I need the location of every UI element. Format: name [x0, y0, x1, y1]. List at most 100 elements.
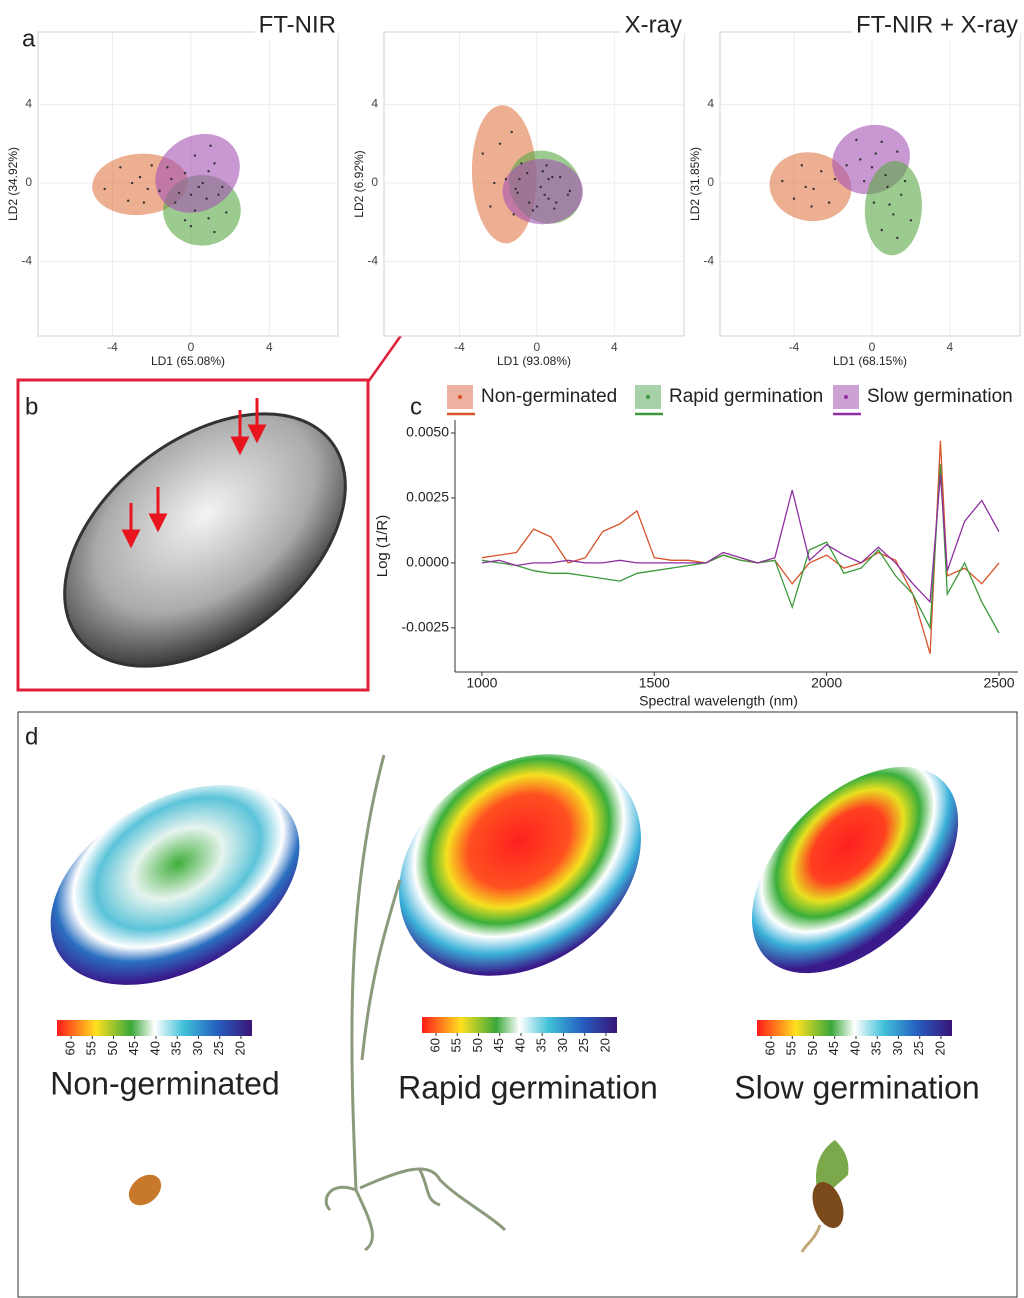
- seed-xray: [63, 412, 347, 668]
- sprout: [800, 1140, 849, 1253]
- x-tick-label: -4: [789, 340, 800, 354]
- confidence-ellipse: [502, 158, 583, 225]
- point: [800, 164, 804, 167]
- colorbar-tick-label: 35: [169, 1041, 184, 1055]
- colorbar-tick-label: 35: [869, 1041, 884, 1055]
- point: [903, 179, 907, 183]
- colorbar-tick-label: 25: [576, 1038, 591, 1052]
- colorbar-tick-label: 40: [147, 1041, 162, 1055]
- chart-title: FT-NIR: [259, 11, 336, 38]
- colorbar-tick-label: 30: [190, 1041, 205, 1055]
- point: [119, 166, 122, 169]
- point: [833, 177, 837, 181]
- panel-label: b: [25, 393, 38, 420]
- point: [504, 177, 508, 181]
- point: [880, 228, 883, 232]
- seed-photo: [128, 1174, 162, 1206]
- x-tick-label: 2000: [811, 675, 842, 691]
- point: [225, 211, 228, 214]
- point: [158, 189, 161, 193]
- point: [545, 164, 548, 167]
- y-tick-label: -0.0025: [402, 619, 450, 635]
- colorbar-tick-label: 30: [555, 1038, 570, 1052]
- point: [543, 193, 546, 196]
- point: [197, 185, 200, 189]
- confidence-ellipse: [155, 133, 240, 213]
- y-tick-label: 0.0000: [406, 554, 449, 570]
- point: [781, 179, 784, 183]
- heatmap-seed: [751, 766, 959, 974]
- point: [207, 217, 210, 220]
- point: [138, 175, 142, 179]
- point: [170, 177, 173, 181]
- point: [183, 172, 187, 175]
- point: [541, 170, 544, 173]
- x-tick-label: 4: [947, 340, 954, 354]
- point: [518, 177, 521, 181]
- x-tick-label: 4: [266, 340, 273, 354]
- colorbar: [757, 1020, 952, 1036]
- point: [558, 175, 562, 179]
- point: [909, 219, 913, 222]
- point: [862, 179, 866, 183]
- x-tick-label: 0: [534, 340, 541, 354]
- y-tick-label: -4: [703, 254, 714, 268]
- colorbar-tick-label: 55: [84, 1041, 99, 1055]
- point: [498, 142, 502, 145]
- point: [531, 209, 535, 212]
- point: [103, 187, 106, 191]
- colorbar-tick-label: 40: [512, 1038, 527, 1052]
- colorbar-tick-label: 60: [427, 1038, 442, 1052]
- point: [880, 140, 883, 144]
- x-tick-label: 1500: [639, 675, 670, 691]
- y-tick-label: 4: [371, 97, 378, 111]
- point: [207, 170, 210, 173]
- colorbar-tick-label: 50: [805, 1041, 820, 1055]
- point: [553, 207, 556, 210]
- point: [872, 201, 876, 204]
- spectrum-line: [481, 464, 1000, 634]
- point: [146, 187, 150, 191]
- x-tick-label: -4: [107, 340, 118, 354]
- point: [870, 166, 874, 169]
- x-tick-label: 0: [188, 340, 195, 354]
- point: [166, 166, 169, 169]
- point: [555, 201, 558, 204]
- y-tick-label: 0: [25, 175, 32, 189]
- point: [888, 203, 891, 206]
- point: [489, 205, 492, 208]
- y-axis-label: LD2 (6.92%): [352, 150, 366, 217]
- point: [874, 152, 878, 155]
- x-axis-label: LD1 (93.08%): [497, 354, 571, 368]
- y-axis-label: LD2 (34.92%): [6, 147, 20, 221]
- x-tick-label: 0: [869, 340, 876, 354]
- panel-label: d: [25, 723, 38, 750]
- legend-dot: [646, 395, 650, 399]
- point: [201, 181, 204, 185]
- title-bg: [620, 11, 684, 39]
- point: [804, 185, 807, 189]
- group-label: Non-germinated: [50, 1065, 279, 1101]
- colorbar: [57, 1020, 252, 1036]
- colorbar-tick-label: 40: [847, 1041, 862, 1055]
- y-axis-label: Log (1/R): [374, 515, 391, 578]
- colorbar-tick-label: 20: [232, 1041, 247, 1055]
- point: [213, 230, 216, 234]
- seedling: [324, 754, 507, 1252]
- colorbar-tick-label: 55: [784, 1041, 799, 1055]
- colorbar-tick-label: 45: [491, 1038, 506, 1052]
- chart-title: FT-NIR + X-ray: [856, 11, 1018, 38]
- point: [130, 181, 134, 185]
- colorbar-tick-label: 20: [597, 1038, 612, 1052]
- group-label: Slow germination: [734, 1069, 979, 1105]
- point: [527, 201, 531, 204]
- point: [535, 205, 539, 208]
- colorbar: [422, 1017, 617, 1033]
- confidence-ellipse: [769, 152, 852, 222]
- point: [547, 197, 550, 200]
- y-tick-label: -4: [21, 254, 32, 268]
- point: [205, 197, 208, 200]
- point: [820, 170, 823, 173]
- panel-label: c: [410, 393, 422, 420]
